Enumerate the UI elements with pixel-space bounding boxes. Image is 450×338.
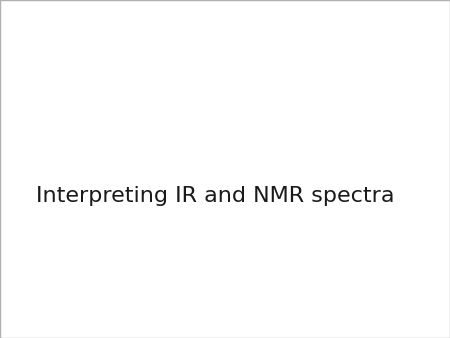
Text: Interpreting IR and NMR spectra: Interpreting IR and NMR spectra xyxy=(36,186,395,206)
